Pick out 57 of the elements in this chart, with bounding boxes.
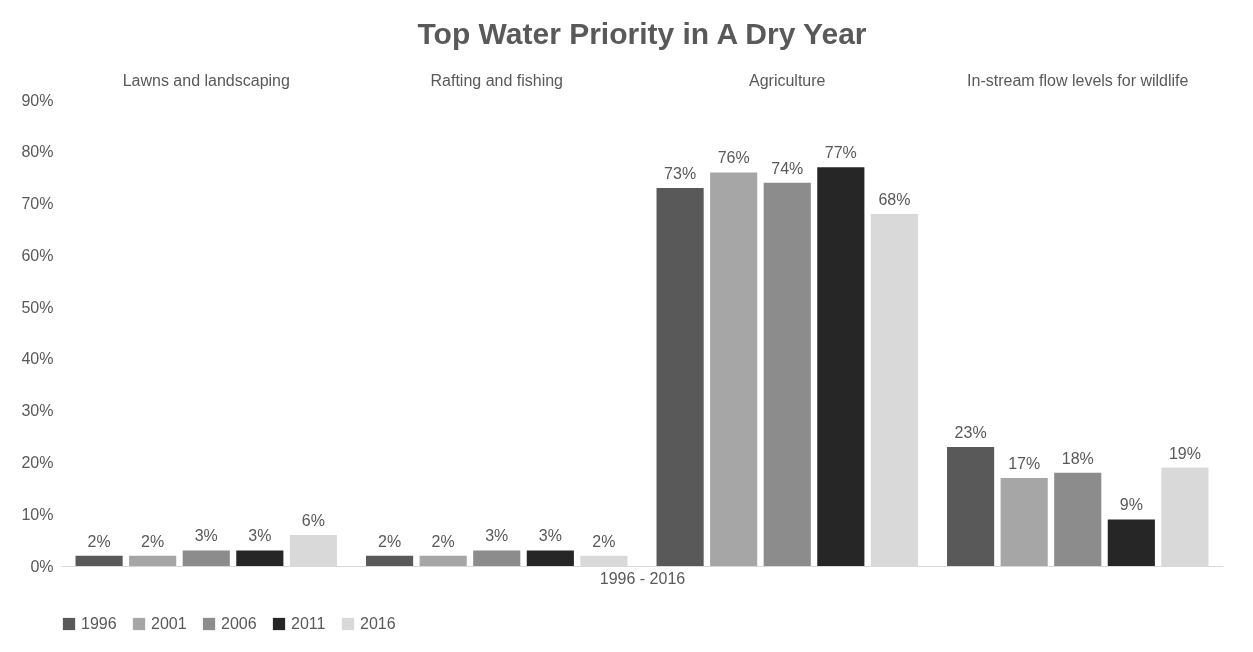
data-label: 68% [878,190,911,208]
y-tick-label: 40% [21,350,54,368]
bar [763,182,811,566]
y-tick-label: 90% [21,91,54,109]
legend-label: 2006 [221,615,257,632]
legend-label: 1996 [81,615,117,632]
bar [366,555,414,566]
bar [419,555,467,566]
bar [182,550,230,566]
legend-label: 2011 [291,615,326,632]
bar [526,550,574,566]
data-label: 19% [1168,444,1201,462]
legend-label: 2001 [151,615,187,632]
bar [1107,519,1155,566]
y-tick-label: 70% [21,195,54,213]
bar [710,172,758,566]
data-label: 23% [954,423,987,441]
bar [236,550,284,566]
bar [473,550,521,566]
x-axis-title: 1996 - 2016 [599,569,686,587]
data-label: 73% [664,165,697,183]
data-label: 76% [717,149,750,167]
data-label: 77% [824,144,857,162]
data-label: 2% [378,532,402,550]
x-tick-label: Lawns and landscaping [122,71,290,89]
y-tick-label: 60% [21,246,54,264]
y-tick-label: 0% [30,557,54,575]
data-label: 2% [141,532,165,550]
bar [1000,477,1048,566]
legend-label: 2016 [360,615,396,632]
data-label: 17% [1008,454,1041,472]
data-label: 3% [538,527,562,545]
data-label: 3% [248,527,272,545]
bar [129,555,177,566]
data-label: 18% [1061,449,1094,467]
x-tick-label: Rafting and fishing [430,71,564,89]
data-label: 74% [771,159,804,177]
bar [817,167,865,566]
bar [947,446,995,566]
y-tick-label: 50% [21,298,54,316]
data-label: 3% [194,527,218,545]
bar [656,188,704,566]
chart-title: Top Water Priority in A Dry Year [417,17,867,50]
data-label: 2% [87,532,111,550]
data-label: 2% [592,532,616,550]
data-label: 3% [485,527,509,545]
x-tick-label: Agriculture [749,71,826,89]
data-label: 6% [301,511,325,529]
data-label: 9% [1119,496,1143,514]
data-label: 2% [431,532,455,550]
bar [1054,472,1102,566]
y-tick-label: 10% [21,505,54,523]
y-tick-label: 20% [21,453,54,471]
bar [75,555,123,566]
y-tick-label: 30% [21,402,54,420]
y-tick-label: 80% [21,143,54,161]
x-tick-label: In-stream flow levels for wildlife [967,71,1189,89]
